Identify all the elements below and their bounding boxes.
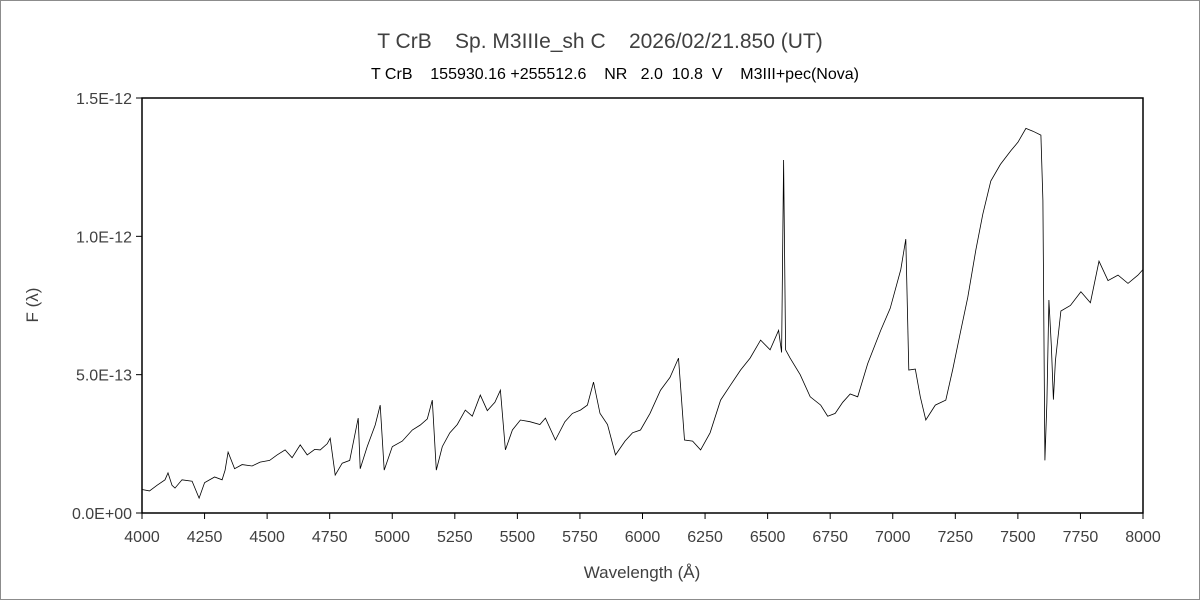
x-tick-label: 4000 — [124, 529, 160, 546]
plot-area — [141, 97, 1144, 514]
x-tick-label: 4250 — [187, 529, 223, 546]
x-tick-label: 4750 — [312, 529, 348, 546]
spectrum-line — [141, 127, 1144, 500]
x-tick-label: 4500 — [249, 529, 285, 546]
x-tick-label: 5000 — [374, 529, 410, 546]
y-axis-label: F (λ) — [23, 288, 42, 323]
x-tick-label: 8000 — [1125, 529, 1161, 546]
x-tick-label: 7000 — [875, 529, 911, 546]
y-tick-label: 1.5E-12 — [76, 91, 132, 108]
x-tick-label: 5250 — [437, 529, 473, 546]
x-tick-label: 7250 — [938, 529, 974, 546]
y-tick-label: 5.0E-13 — [76, 368, 132, 385]
x-tick-label: 6500 — [750, 529, 786, 546]
x-tick-label: 5750 — [562, 529, 598, 546]
x-tick-label: 6250 — [687, 529, 723, 546]
x-tick-label: 5500 — [500, 529, 536, 546]
x-tick-label: 6750 — [812, 529, 848, 546]
y-tick-label: 1.0E-12 — [76, 229, 132, 246]
x-tick-label: 6000 — [625, 529, 661, 546]
y-tick-label: 0.0E+00 — [72, 506, 132, 523]
chart-title: T CrB Sp. M3IIIe_sh C 2026/02/21.850 (UT… — [377, 30, 823, 53]
x-axis-label: Wavelength (Å) — [584, 563, 701, 582]
chart-subtitle: T CrB 155930.16 +255512.6 NR 2.0 10.8 V … — [371, 66, 859, 83]
x-tick-label: 7500 — [1000, 529, 1036, 546]
x-tick-label: 7750 — [1063, 529, 1099, 546]
